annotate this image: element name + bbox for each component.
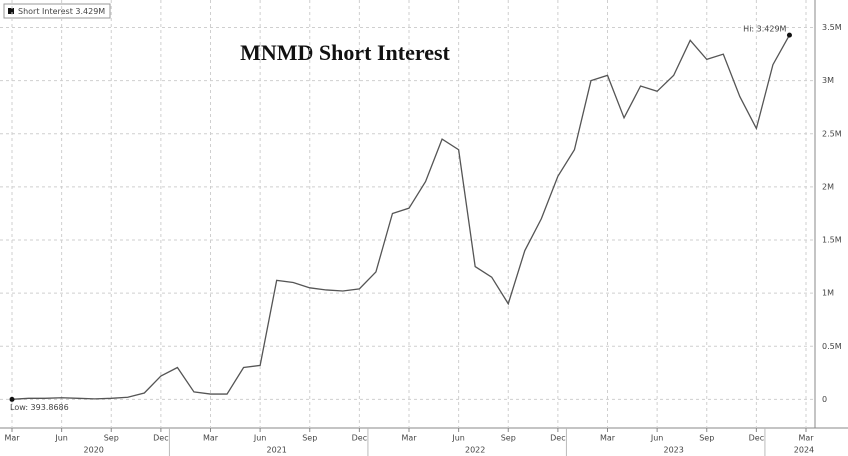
x-tick-label: Jun (253, 434, 267, 443)
year-label: 2020 (84, 446, 104, 455)
y-tick-label: 3.5M (822, 23, 842, 32)
x-tick-label: Sep (104, 434, 119, 443)
x-tick-label: Mar (600, 434, 616, 443)
y-tick-label: 1M (822, 289, 834, 298)
low-annotation: Low: 393.8686 (10, 403, 69, 412)
y-tick-label: 2M (822, 182, 834, 191)
x-tick-label: Sep (699, 434, 714, 443)
x-tick-label: Mar (4, 434, 20, 443)
x-tick-label: Sep (501, 434, 516, 443)
x-tick-label: Mar (798, 434, 814, 443)
year-label: 2023 (663, 446, 683, 455)
y-tick-label: 0.5M (822, 342, 842, 351)
line (11, 34, 791, 400)
year-label: 2021 (266, 446, 286, 455)
chart-title: MNMD Short Interest (240, 40, 450, 65)
y-tick-label: 0 (822, 395, 827, 404)
year-label: 2024 (794, 446, 814, 455)
x-tick-label: Dec (749, 434, 764, 443)
y-tick-label: 2.5M (822, 129, 842, 138)
x-tick-label: Dec (153, 434, 168, 443)
legend-swatch (8, 8, 14, 14)
x-tick-label: Sep (302, 434, 317, 443)
y-tick-label: 3M (822, 76, 834, 85)
high-annotation: Hi: 3.429M (743, 25, 786, 34)
legend-label: Short Interest 3.429M (18, 7, 105, 16)
low-point (9, 396, 15, 402)
x-tick-label: Mar (203, 434, 219, 443)
year-label: 2022 (465, 446, 485, 455)
x-tick-label: Dec (550, 434, 565, 443)
x-tick-label: Mar (401, 434, 417, 443)
x-tick-label: Jun (650, 434, 664, 443)
high-point (786, 32, 792, 38)
x-tick-label: Dec (352, 434, 367, 443)
x-tick-label: Jun (451, 434, 465, 443)
y-tick-label: 1.5M (822, 236, 842, 245)
x-tick-label: Jun (54, 434, 68, 443)
legend-box (3, 3, 111, 19)
